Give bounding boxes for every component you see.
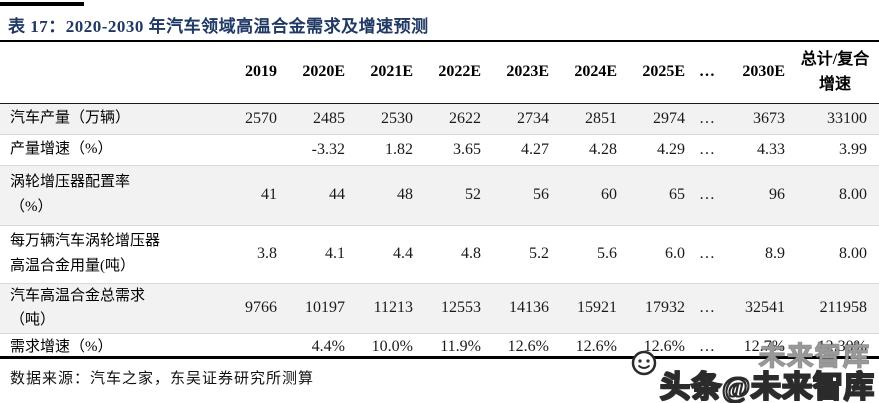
column-header-2025e: 2025E: [623, 43, 691, 104]
row-label: 需求增速（%）: [10, 338, 113, 355]
data-cell: 52: [419, 165, 487, 226]
header-row: 2019 2020E 2021E 2022E 2023E 2024E 2025E…: [0, 43, 879, 104]
data-cell: 6.0: [623, 225, 691, 284]
table-row-turbo-penetration: 涡轮增压器配置率 （%） 41 44 48 52 56 60 65 … 96 8…: [0, 165, 879, 226]
ellipsis-cell: …: [691, 225, 723, 284]
column-header-2021e: 2021E: [351, 43, 419, 104]
data-cell: 2974: [623, 103, 691, 135]
row-label: 每万辆汽车涡轮增压器 高温合金用量(吨）: [0, 225, 215, 284]
top-accent-bar: [0, 2, 84, 6]
header-label-blank: [0, 43, 215, 104]
ellipsis-cell: …: [699, 338, 715, 356]
column-header-2030e: 2030E: [723, 43, 791, 104]
table-bottom-divider: [0, 356, 879, 359]
data-cell: 3.8: [215, 225, 283, 284]
data-cell: 4.4%: [311, 338, 345, 356]
total-cell: 8.00: [791, 165, 879, 226]
data-cell: 5.6: [555, 225, 623, 284]
table-row-total-alloy-demand: 汽车高温合金总需求 （吨） 9766 10197 11213 12553 141…: [0, 283, 879, 334]
column-header-2024e: 2024E: [555, 43, 623, 104]
data-cell: 2622: [419, 103, 487, 135]
ellipsis-cell: …: [691, 283, 723, 334]
data-cell: 4.4: [351, 225, 419, 284]
data-cell: 2570: [215, 103, 283, 135]
data-cell: 4.28: [555, 134, 623, 166]
data-cell: -3.32: [283, 134, 351, 166]
data-cell: 10.0%: [371, 338, 413, 356]
total-cell: 12.30%: [817, 338, 867, 356]
data-cell: 11.9%: [440, 338, 481, 356]
table-row-alloy-per-10k-cars: 每万辆汽车涡轮增压器 高温合金用量(吨） 3.8 4.1 4.4 4.8 5.2…: [0, 225, 879, 284]
data-cell: 12.7%: [743, 338, 785, 356]
data-cell: 2851: [555, 103, 623, 135]
data-cell: 2485: [283, 103, 351, 135]
data-cell: 44: [283, 165, 351, 226]
data-cell: 17932: [623, 283, 691, 334]
data-cell: 3.65: [419, 134, 487, 166]
demand-forecast-table: 2019 2020E 2021E 2022E 2023E 2024E 2025E…: [0, 43, 879, 361]
ellipsis-cell: …: [691, 165, 723, 226]
table-row-demand-growth: 需求增速（%） 4.4% 10.0% 11.9% 12.6% 12.6% 12.…: [0, 334, 879, 361]
total-cell: 8.00: [791, 225, 879, 284]
row-label: 汽车产量（万辆）: [0, 103, 215, 135]
column-header-2019: 2019: [215, 43, 283, 104]
data-cell: 1.82: [351, 134, 419, 166]
column-header-2022e: 2022E: [419, 43, 487, 104]
total-cell: 33100: [791, 103, 879, 135]
data-cell: 4.8: [419, 225, 487, 284]
data-cell: 41: [215, 165, 283, 226]
data-cell: 5.2: [487, 225, 555, 284]
data-cell: 12553: [419, 283, 487, 334]
watermark-ghost-text: 未来智库: [758, 341, 871, 372]
data-cell: 4.27: [487, 134, 555, 166]
data-cell: 4.29: [623, 134, 691, 166]
data-source-note: 数据来源：汽车之家，东吴证券研究所测算: [10, 371, 315, 387]
data-cell: 65: [623, 165, 691, 226]
data-cell: 3673: [723, 103, 791, 135]
data-cell: 9766: [215, 283, 283, 334]
title-divider: [0, 40, 879, 42]
data-cell: 12.6%: [643, 338, 685, 356]
ellipsis-cell: …: [691, 103, 723, 135]
data-cell: 15921: [555, 283, 623, 334]
data-cell: 11213: [351, 283, 419, 334]
data-cell: 96: [723, 165, 791, 226]
data-cell: 14136: [487, 283, 555, 334]
smiley-face-icon: [631, 350, 657, 376]
ellipsis-cell: …: [691, 134, 723, 166]
data-cell: 2734: [487, 103, 555, 135]
column-header-2020e: 2020E: [283, 43, 351, 104]
row-label: 汽车高温合金总需求 （吨）: [0, 283, 215, 334]
row-label: 涡轮增压器配置率 （%）: [0, 165, 215, 226]
data-cell: 10197: [283, 283, 351, 334]
data-cell: 56: [487, 165, 555, 226]
data-cell: 60: [555, 165, 623, 226]
data-cell: 2530: [351, 103, 419, 135]
column-header-2023e: 2023E: [487, 43, 555, 104]
data-cell: 12.6%: [507, 338, 549, 356]
data-cell: 4.1: [283, 225, 351, 284]
data-cell: [215, 134, 283, 166]
table-title: 表 17：2020-2030 年汽车领域高温合金需求及增速预测: [8, 17, 429, 36]
data-cell: 32541: [723, 283, 791, 334]
watermark-text: 头条@未来智库: [659, 370, 875, 403]
table-row-auto-output: 汽车产量（万辆） 2570 2485 2530 2622 2734 2851 2…: [0, 103, 879, 135]
row-label: 产量增速（%）: [0, 134, 215, 166]
data-cell: 8.9: [723, 225, 791, 284]
column-header-ellipsis: …: [691, 43, 723, 104]
total-cell: 211958: [791, 283, 879, 334]
data-cell: 12.6%: [575, 338, 617, 356]
table-row-output-growth: 产量增速（%） -3.32 1.82 3.65 4.27 4.28 4.29 ……: [0, 134, 879, 166]
total-cell: 3.99: [791, 134, 879, 166]
data-cell: 48: [351, 165, 419, 226]
data-cell: 4.33: [723, 134, 791, 166]
column-header-total-cagr: 总计/复合增速: [791, 43, 879, 104]
